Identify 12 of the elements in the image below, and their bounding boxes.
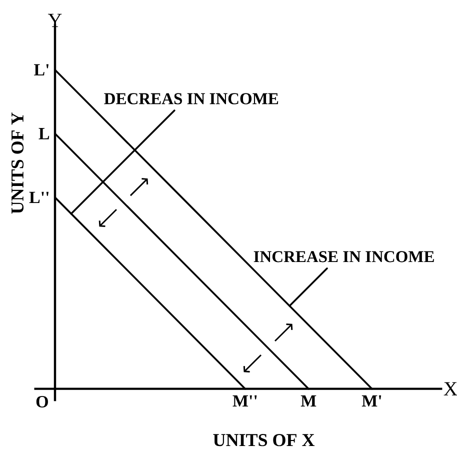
text: O <box>36 396 48 408</box>
annotation: L <box>38 128 50 140</box>
annotation: L'' <box>29 192 49 203</box>
annotation: L' <box>34 64 49 76</box>
x-tick-label: M'' <box>232 395 257 406</box>
text: X <box>444 382 457 396</box>
x-axis-title: UNITS OF X <box>213 434 315 446</box>
y-axis-title: UNITS OF Y <box>11 112 24 214</box>
annotation: DECREAS IN INCOME <box>104 93 278 104</box>
annotation: INCREASE IN INCOME <box>254 251 434 262</box>
x-tick-label: M <box>300 395 316 406</box>
x-tick-label: M' <box>362 395 382 406</box>
